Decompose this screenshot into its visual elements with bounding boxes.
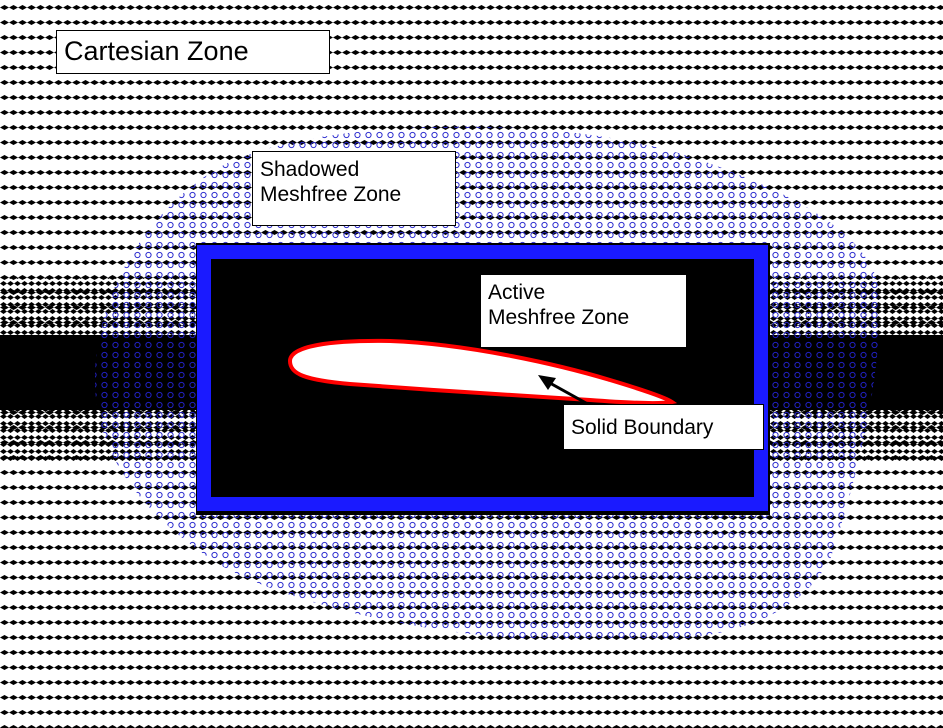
shadowed-meshfree-zone-label: Shadowed Meshfree Zone [252,151,456,226]
cartesian-zone-text: Cartesian Zone [64,36,249,66]
active-zone-line-1: Active [488,281,546,304]
active-zone-line-2: Meshfree Zone [488,306,630,330]
solid-boundary-label: Solid Boundary [563,404,764,450]
shadowed-zone-line-2: Meshfree Zone [260,183,402,207]
cartesian-zone-label: Cartesian Zone [56,30,330,74]
solid-boundary-airfoil [287,338,678,406]
shadowed-zone-line-1: Shadowed [260,158,360,181]
solid-boundary-text: Solid Boundary [571,416,714,439]
active-meshfree-zone-label: Active Meshfree Zone [480,274,687,348]
